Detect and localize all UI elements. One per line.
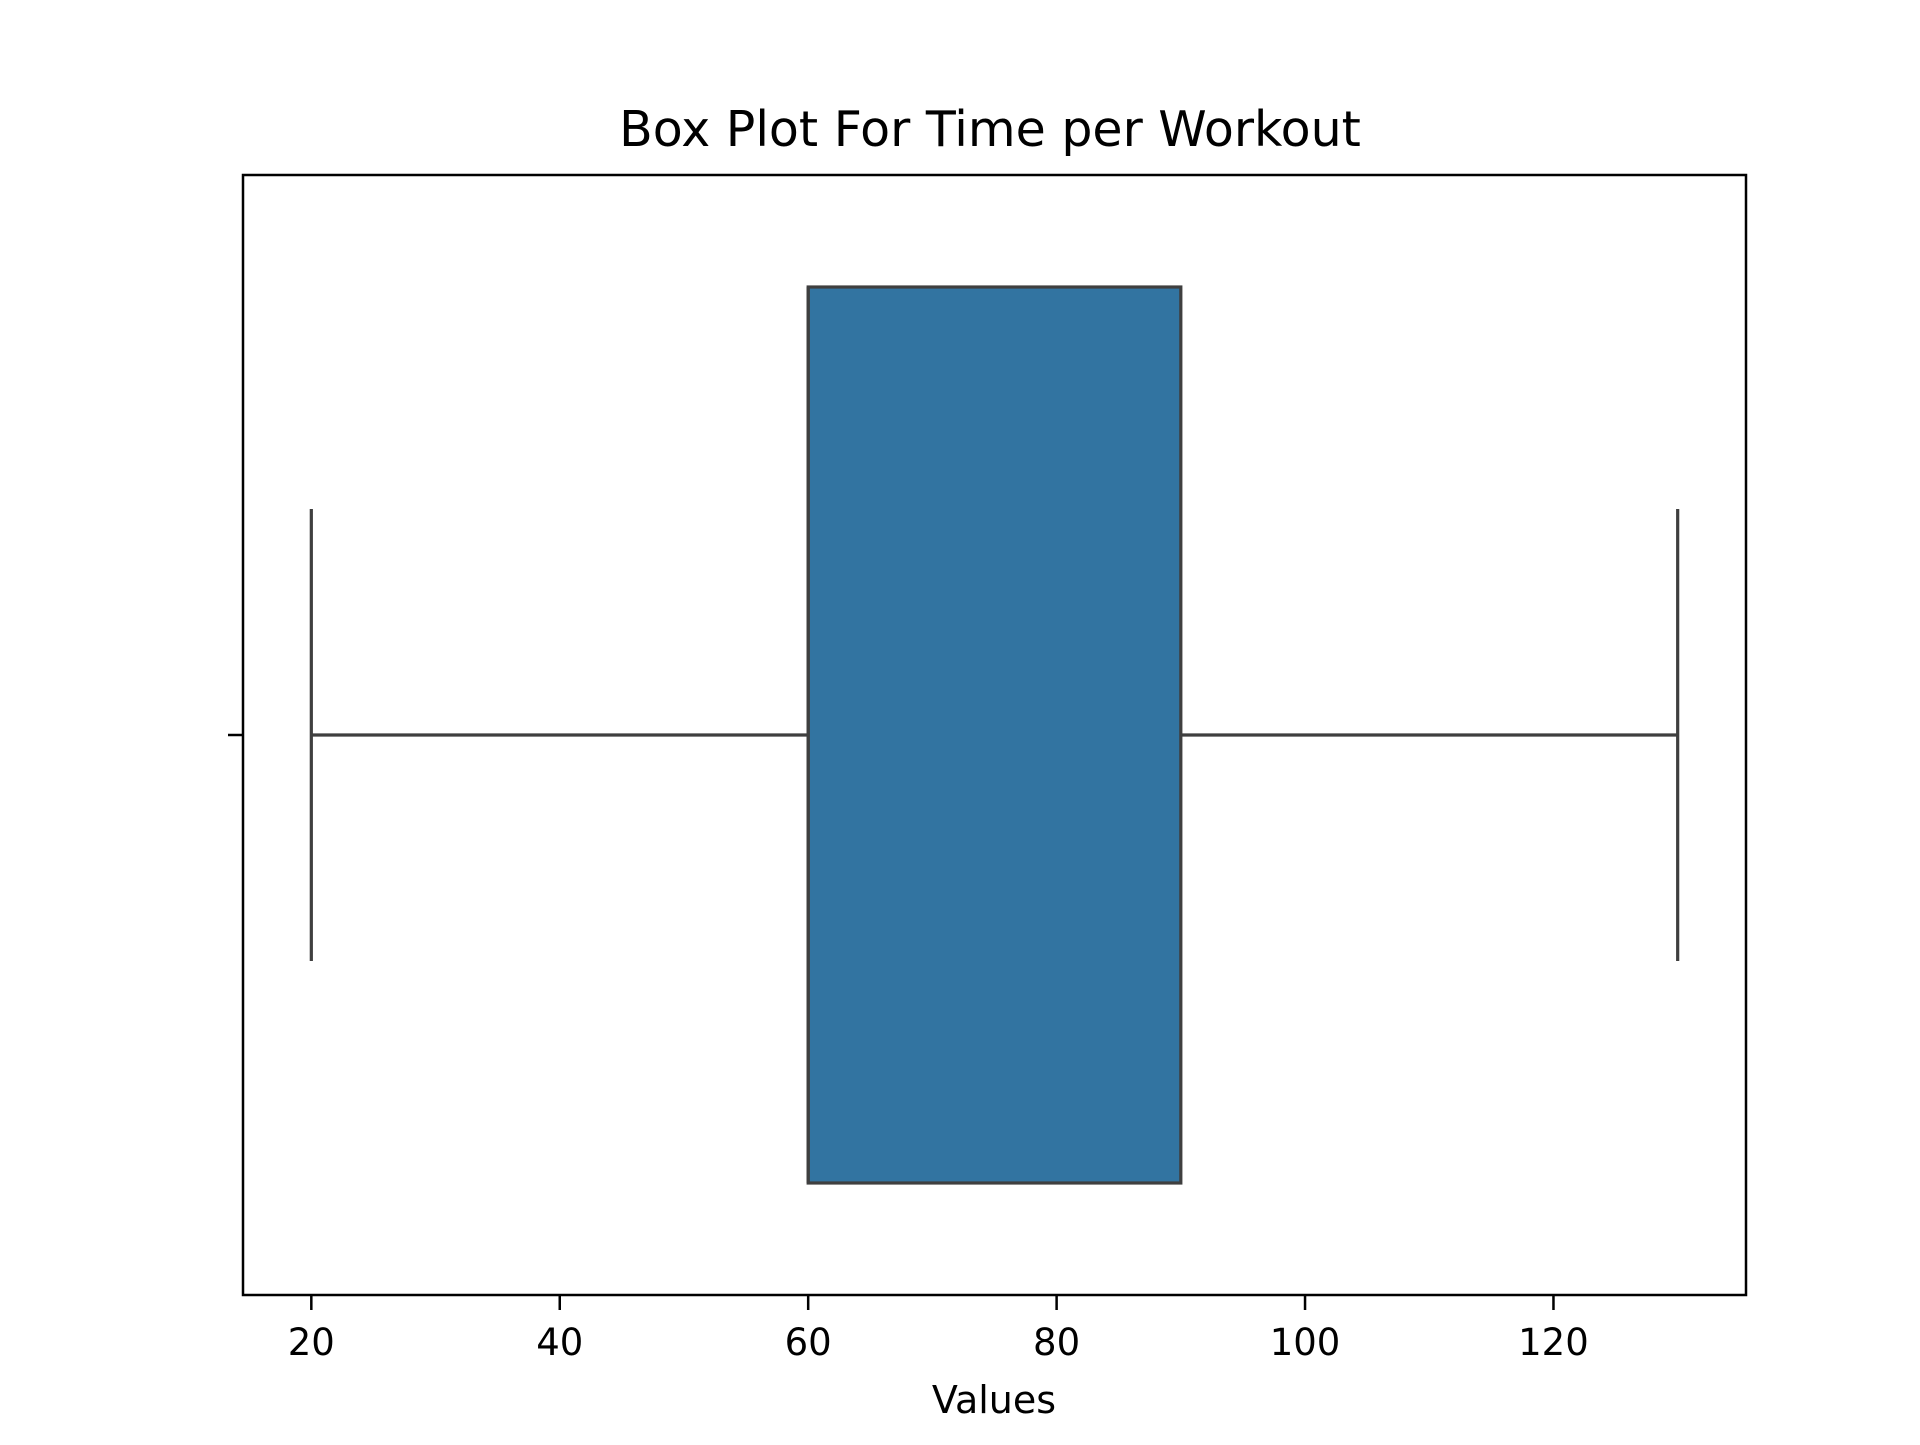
x-tick-label: 80 xyxy=(1033,1321,1080,1364)
x-axis-ticks: 20 40 60 80 100 120 xyxy=(288,1295,1589,1364)
x-tick-label: 60 xyxy=(785,1321,832,1364)
x-axis-label: Values xyxy=(932,1378,1056,1422)
chart-title: Box Plot For Time per Workout xyxy=(619,101,1361,158)
x-tick-label: 120 xyxy=(1518,1321,1589,1364)
interquartile-box xyxy=(806,285,1183,1185)
x-tick-label: 40 xyxy=(536,1321,583,1364)
x-tick-label: 100 xyxy=(1270,1321,1341,1364)
x-tick-label: 20 xyxy=(288,1321,335,1364)
plot-area xyxy=(309,285,1680,1185)
